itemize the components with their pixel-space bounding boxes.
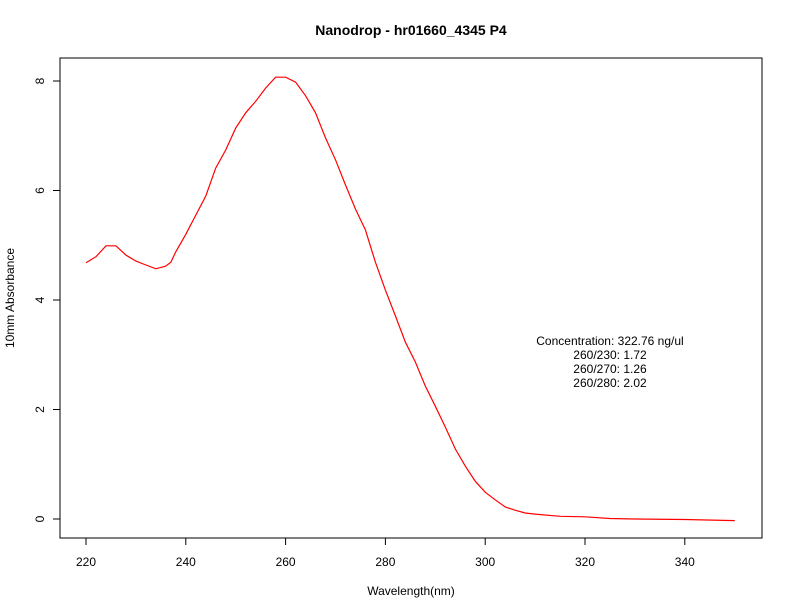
x-tick-label: 300 (475, 555, 495, 569)
x-tick-label: 340 (675, 555, 695, 569)
y-tick-label: 2 (33, 406, 47, 413)
x-tick-label: 220 (76, 555, 96, 569)
x-tick-label: 280 (375, 555, 395, 569)
x-tick-label: 240 (176, 555, 196, 569)
y-axis-label: 10mm Absorbance (3, 248, 17, 348)
annotation-concentration: Concentration: 322.76 ng/ul (536, 334, 683, 348)
x-axis-label: Wavelength(nm) (367, 584, 455, 598)
annotation-block: Concentration: 322.76 ng/ul 260/230: 1.7… (536, 334, 683, 390)
x-axis: 220 240 260 280 300 320 340 (76, 538, 695, 569)
y-axis: 0 2 4 6 8 (33, 77, 60, 522)
x-tick-label: 320 (575, 555, 595, 569)
annotation-260-230: 260/230: 1.72 (573, 348, 647, 362)
annotation-260-270: 260/270: 1.26 (573, 362, 647, 376)
y-tick-label: 6 (33, 187, 47, 194)
x-tick-label: 260 (276, 555, 296, 569)
chart-title: Nanodrop - hr01660_4345 P4 (315, 22, 507, 38)
annotation-260-280: 260/280: 2.02 (573, 376, 647, 390)
y-tick-label: 8 (33, 77, 47, 84)
series-line-absorbance (85, 76, 735, 522)
y-tick-label: 0 (33, 515, 47, 522)
plot-frame (59, 57, 763, 539)
y-tick-label: 4 (33, 296, 47, 303)
